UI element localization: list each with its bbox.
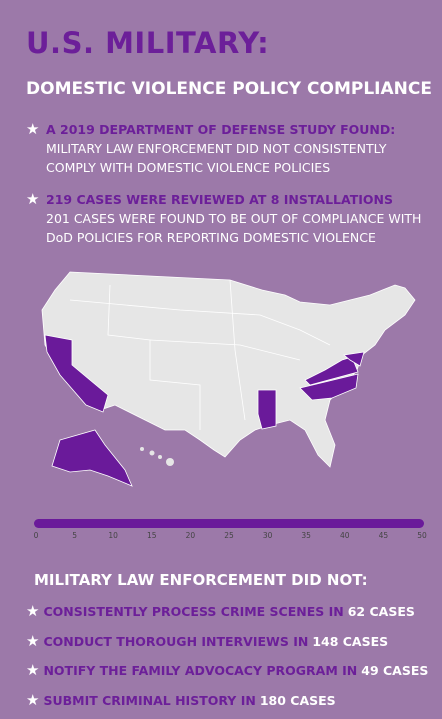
us-map xyxy=(41,271,416,468)
item-count: 148 CASES xyxy=(312,633,389,649)
state-alaska xyxy=(51,429,133,487)
item-text: CONSISTENTLY PROCESS CRIME SCENES IN xyxy=(43,604,344,619)
title: U.S. MILITARY: xyxy=(26,26,270,60)
finding-body: 201 CASES WERE FOUND TO BE OUT OF COMPLI… xyxy=(46,211,422,245)
map xyxy=(41,271,416,487)
list-item: ★ SUBMIT CRIMINAL HISTORY IN 180 CASES xyxy=(26,691,336,709)
finding-body: MILITARY LAW ENFORCEMENT DID NOT CONSIST… xyxy=(46,141,387,175)
state-border xyxy=(149,339,301,361)
scale-tick-label: 15 xyxy=(147,531,157,540)
scale-tick-label: 40 xyxy=(340,531,350,540)
list-item: ★ CONDUCT THOROUGH INTERVIEWS IN 148 CASES xyxy=(26,632,388,650)
scale-tick-label: 35 xyxy=(301,531,311,540)
list-item: ★ CONSISTENTLY PROCESS CRIME SCENES IN 62 … xyxy=(26,602,415,620)
finding: ★ 219 CASES WERE REVIEWED AT 8 INSTALLAT… xyxy=(26,190,438,247)
state-california xyxy=(44,334,109,413)
scale-tick-label: 45 xyxy=(378,531,389,540)
state-border xyxy=(107,284,201,430)
star-icon: ★ xyxy=(26,690,40,709)
star-icon: ★ xyxy=(26,602,40,620)
item-text: CONDUCT THOROUGH INTERVIEWS IN xyxy=(43,633,309,649)
scale-tick-label: 5 xyxy=(72,531,77,540)
state-mississippi xyxy=(257,389,277,430)
state-border xyxy=(229,279,246,421)
subtitle: DOMESTIC VIOLENCE POLICY COMPLIANCE xyxy=(26,79,432,99)
scale-tick-label: 50 xyxy=(417,531,427,540)
hawaii xyxy=(140,447,174,466)
finding: ★ A 2019 DEPARTMENT OF DEFENSE STUDY FOU… xyxy=(26,120,438,177)
star-icon: ★ xyxy=(26,661,40,679)
scale-tick-label: 25 xyxy=(224,531,234,540)
star-icon: ★ xyxy=(26,631,40,650)
finding-heading: A 2019 DEPARTMENT OF DEFENSE STUDY FOUND… xyxy=(46,122,396,137)
state-maryland xyxy=(343,351,365,367)
list-heading: MILITARY LAW ENFORCEMENT DID NOT: xyxy=(34,571,368,589)
scale-tick-label: 30 xyxy=(262,531,273,540)
item-text: SUBMIT CRIMINAL HISTORY IN xyxy=(43,692,256,708)
scale-bar xyxy=(34,519,424,528)
state-border xyxy=(69,299,331,346)
item-count: 180 CASES xyxy=(259,692,336,708)
item-text: NOTIFY THE FAMILY ADVOCACY PROGRAM IN xyxy=(43,663,358,678)
item-count: 49 CASES xyxy=(361,663,429,678)
scale-tick-label: 20 xyxy=(185,531,196,540)
list-item: ★ NOTIFY THE FAMILY ADVOCACY PROGRAM IN 49… xyxy=(26,661,428,679)
state-north-carolina xyxy=(299,373,359,401)
scale-tick-label: 10 xyxy=(108,531,118,540)
scale-tick-label: 0 xyxy=(33,531,39,540)
finding-heading: 219 CASES WERE REVIEWED AT 8 INSTALLATIO… xyxy=(46,192,393,207)
item-count: 62 CASES xyxy=(347,604,415,619)
